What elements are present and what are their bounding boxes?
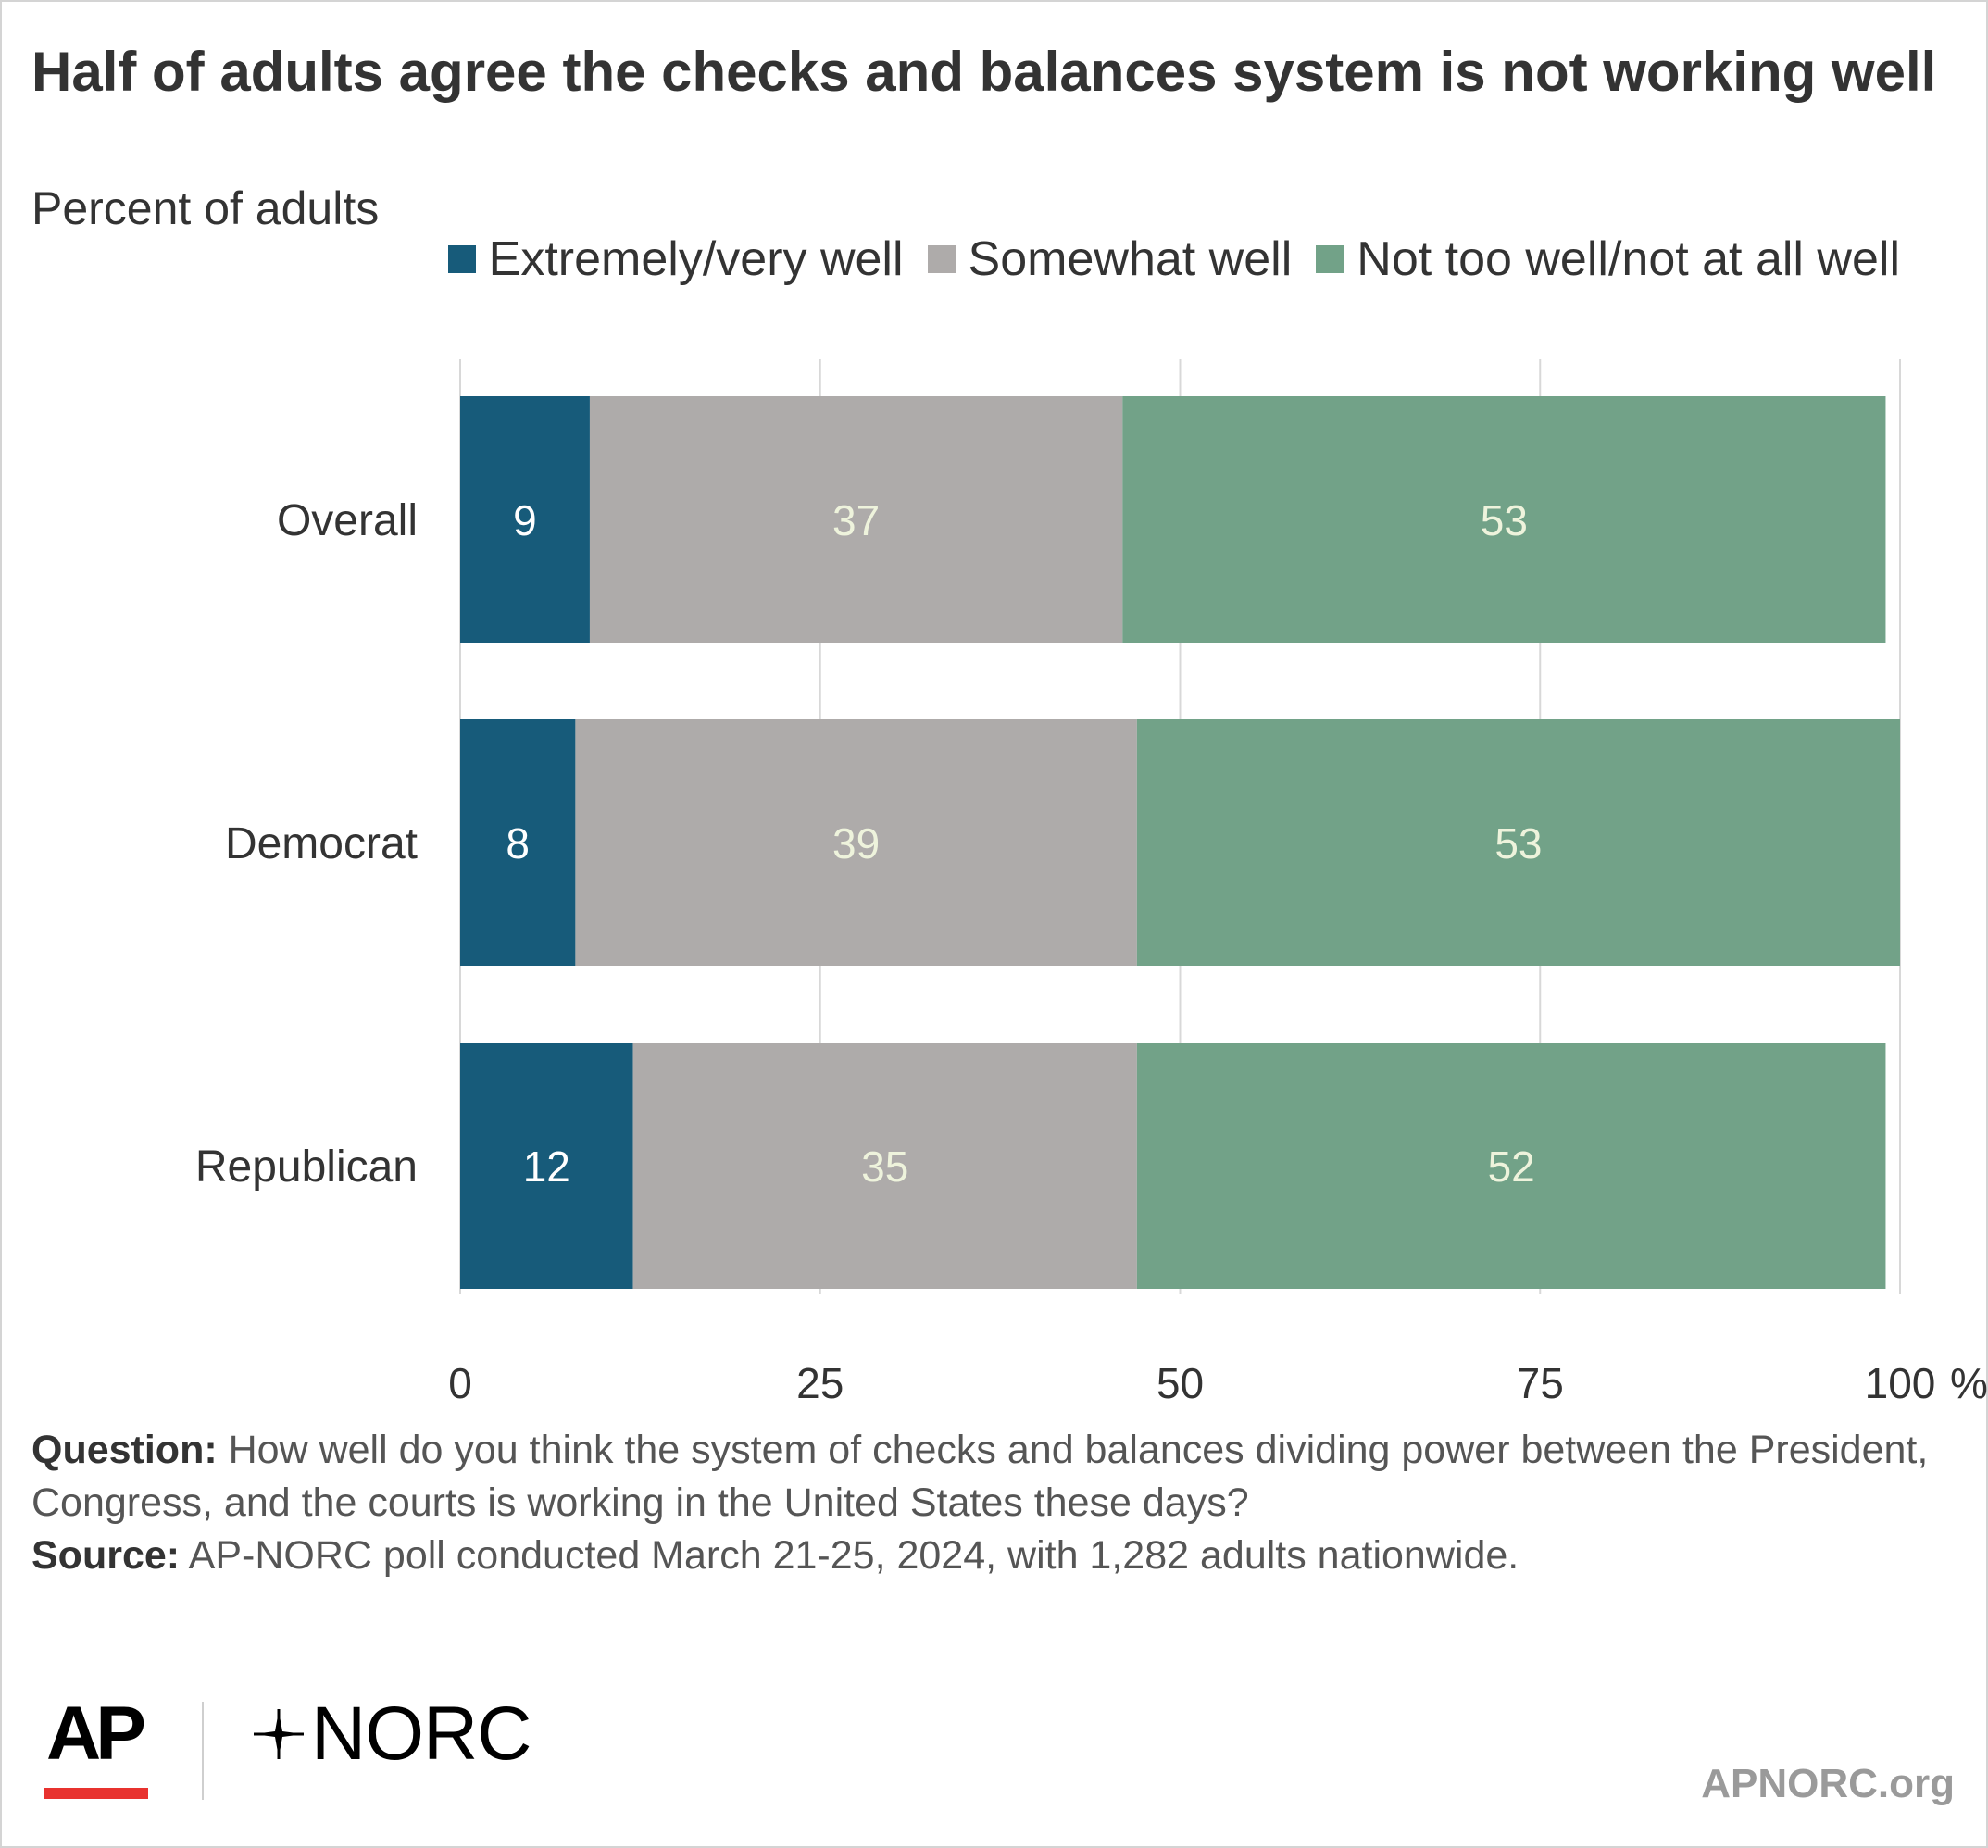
- category-label: Democrat: [225, 819, 418, 868]
- question-note: Question: How well do you think the syst…: [31, 1424, 1957, 1530]
- legend-label: Not too well/not at all well: [1357, 232, 1900, 286]
- chart-title: Half of adults agree the checks and bala…: [31, 41, 1937, 103]
- question-text: How well do you think the system of chec…: [31, 1428, 1929, 1525]
- legend-swatch: [447, 245, 476, 273]
- legend-item-somewhat-well: Somewhat well: [927, 231, 1293, 287]
- norc-star-icon: [254, 1709, 304, 1759]
- ap-logo-underline: [44, 1788, 148, 1799]
- data-label: 37: [832, 496, 880, 544]
- data-label: 35: [861, 1143, 908, 1191]
- category-label: Republican: [195, 1143, 418, 1192]
- legend-item-extremely-very-well: Extremely/very well: [447, 231, 904, 287]
- logo-divider: [202, 1702, 204, 1800]
- data-label: 9: [513, 496, 537, 544]
- legend-label: Somewhat well: [968, 232, 1293, 286]
- legend-label: Extremely/very well: [488, 232, 904, 286]
- bar-segment: [460, 1043, 633, 1289]
- bar-segment: [1136, 1043, 1886, 1289]
- data-label: 39: [832, 819, 880, 868]
- data-label: 12: [523, 1143, 570, 1191]
- source-label: Source:: [31, 1533, 181, 1578]
- x-tick-label: 25: [796, 1359, 844, 1407]
- norc-logo-text: NORC: [311, 1692, 531, 1776]
- x-tick-suffix: %: [1950, 1359, 1988, 1407]
- question-label: Question:: [31, 1428, 218, 1472]
- x-tick-label: 50: [1157, 1359, 1204, 1407]
- bar-segment: [460, 719, 576, 966]
- legend-swatch: [927, 245, 956, 273]
- x-tick-label: 100: [1865, 1359, 1936, 1407]
- data-label: 53: [1481, 496, 1528, 544]
- norc-logo: NORC: [250, 1692, 531, 1776]
- data-label: 53: [1494, 819, 1542, 868]
- legend-swatch: [1316, 245, 1344, 273]
- bar-segment: [632, 1043, 1137, 1289]
- data-label: 52: [1488, 1143, 1535, 1191]
- bar-segment: [1122, 396, 1886, 643]
- bar-segment: [589, 396, 1123, 643]
- x-tick-label: 75: [1517, 1359, 1564, 1407]
- chart-legend: Extremely/very well Somewhat well Not to…: [369, 231, 1900, 287]
- legend-item-not-too-well: Not too well/not at all well: [1316, 231, 1900, 287]
- site-url: APNORC.org: [1701, 1761, 1955, 1806]
- data-label: 8: [506, 819, 530, 868]
- bar-segment: [460, 396, 590, 643]
- chart-footnote: Question: How well do you think the syst…: [31, 1424, 1957, 1582]
- ap-logo: AP: [46, 1692, 146, 1776]
- bar-segment: [1136, 719, 1900, 966]
- category-label: Overall: [277, 496, 418, 545]
- x-tick-label: 0: [448, 1359, 472, 1407]
- chart-subtitle: Percent of adults: [31, 182, 380, 234]
- source-text: AP-NORC poll conducted March 21-25, 2024…: [180, 1533, 1519, 1578]
- bar-segment: [575, 719, 1137, 966]
- source-note: Source: AP-NORC poll conducted March 21-…: [31, 1530, 1957, 1582]
- stacked-bar-chart: Overall 9 37 53 Democrat 8 39 53 Republican 12 35 5…: [195, 359, 1988, 1407]
